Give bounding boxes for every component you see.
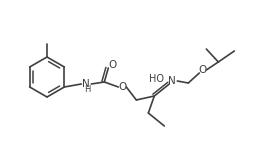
Text: O: O xyxy=(198,65,206,75)
Text: N: N xyxy=(168,76,176,86)
Text: N: N xyxy=(83,79,90,89)
Text: H: H xyxy=(84,85,91,94)
Text: O: O xyxy=(118,82,127,92)
Text: HO: HO xyxy=(149,74,164,84)
Text: O: O xyxy=(108,60,116,70)
